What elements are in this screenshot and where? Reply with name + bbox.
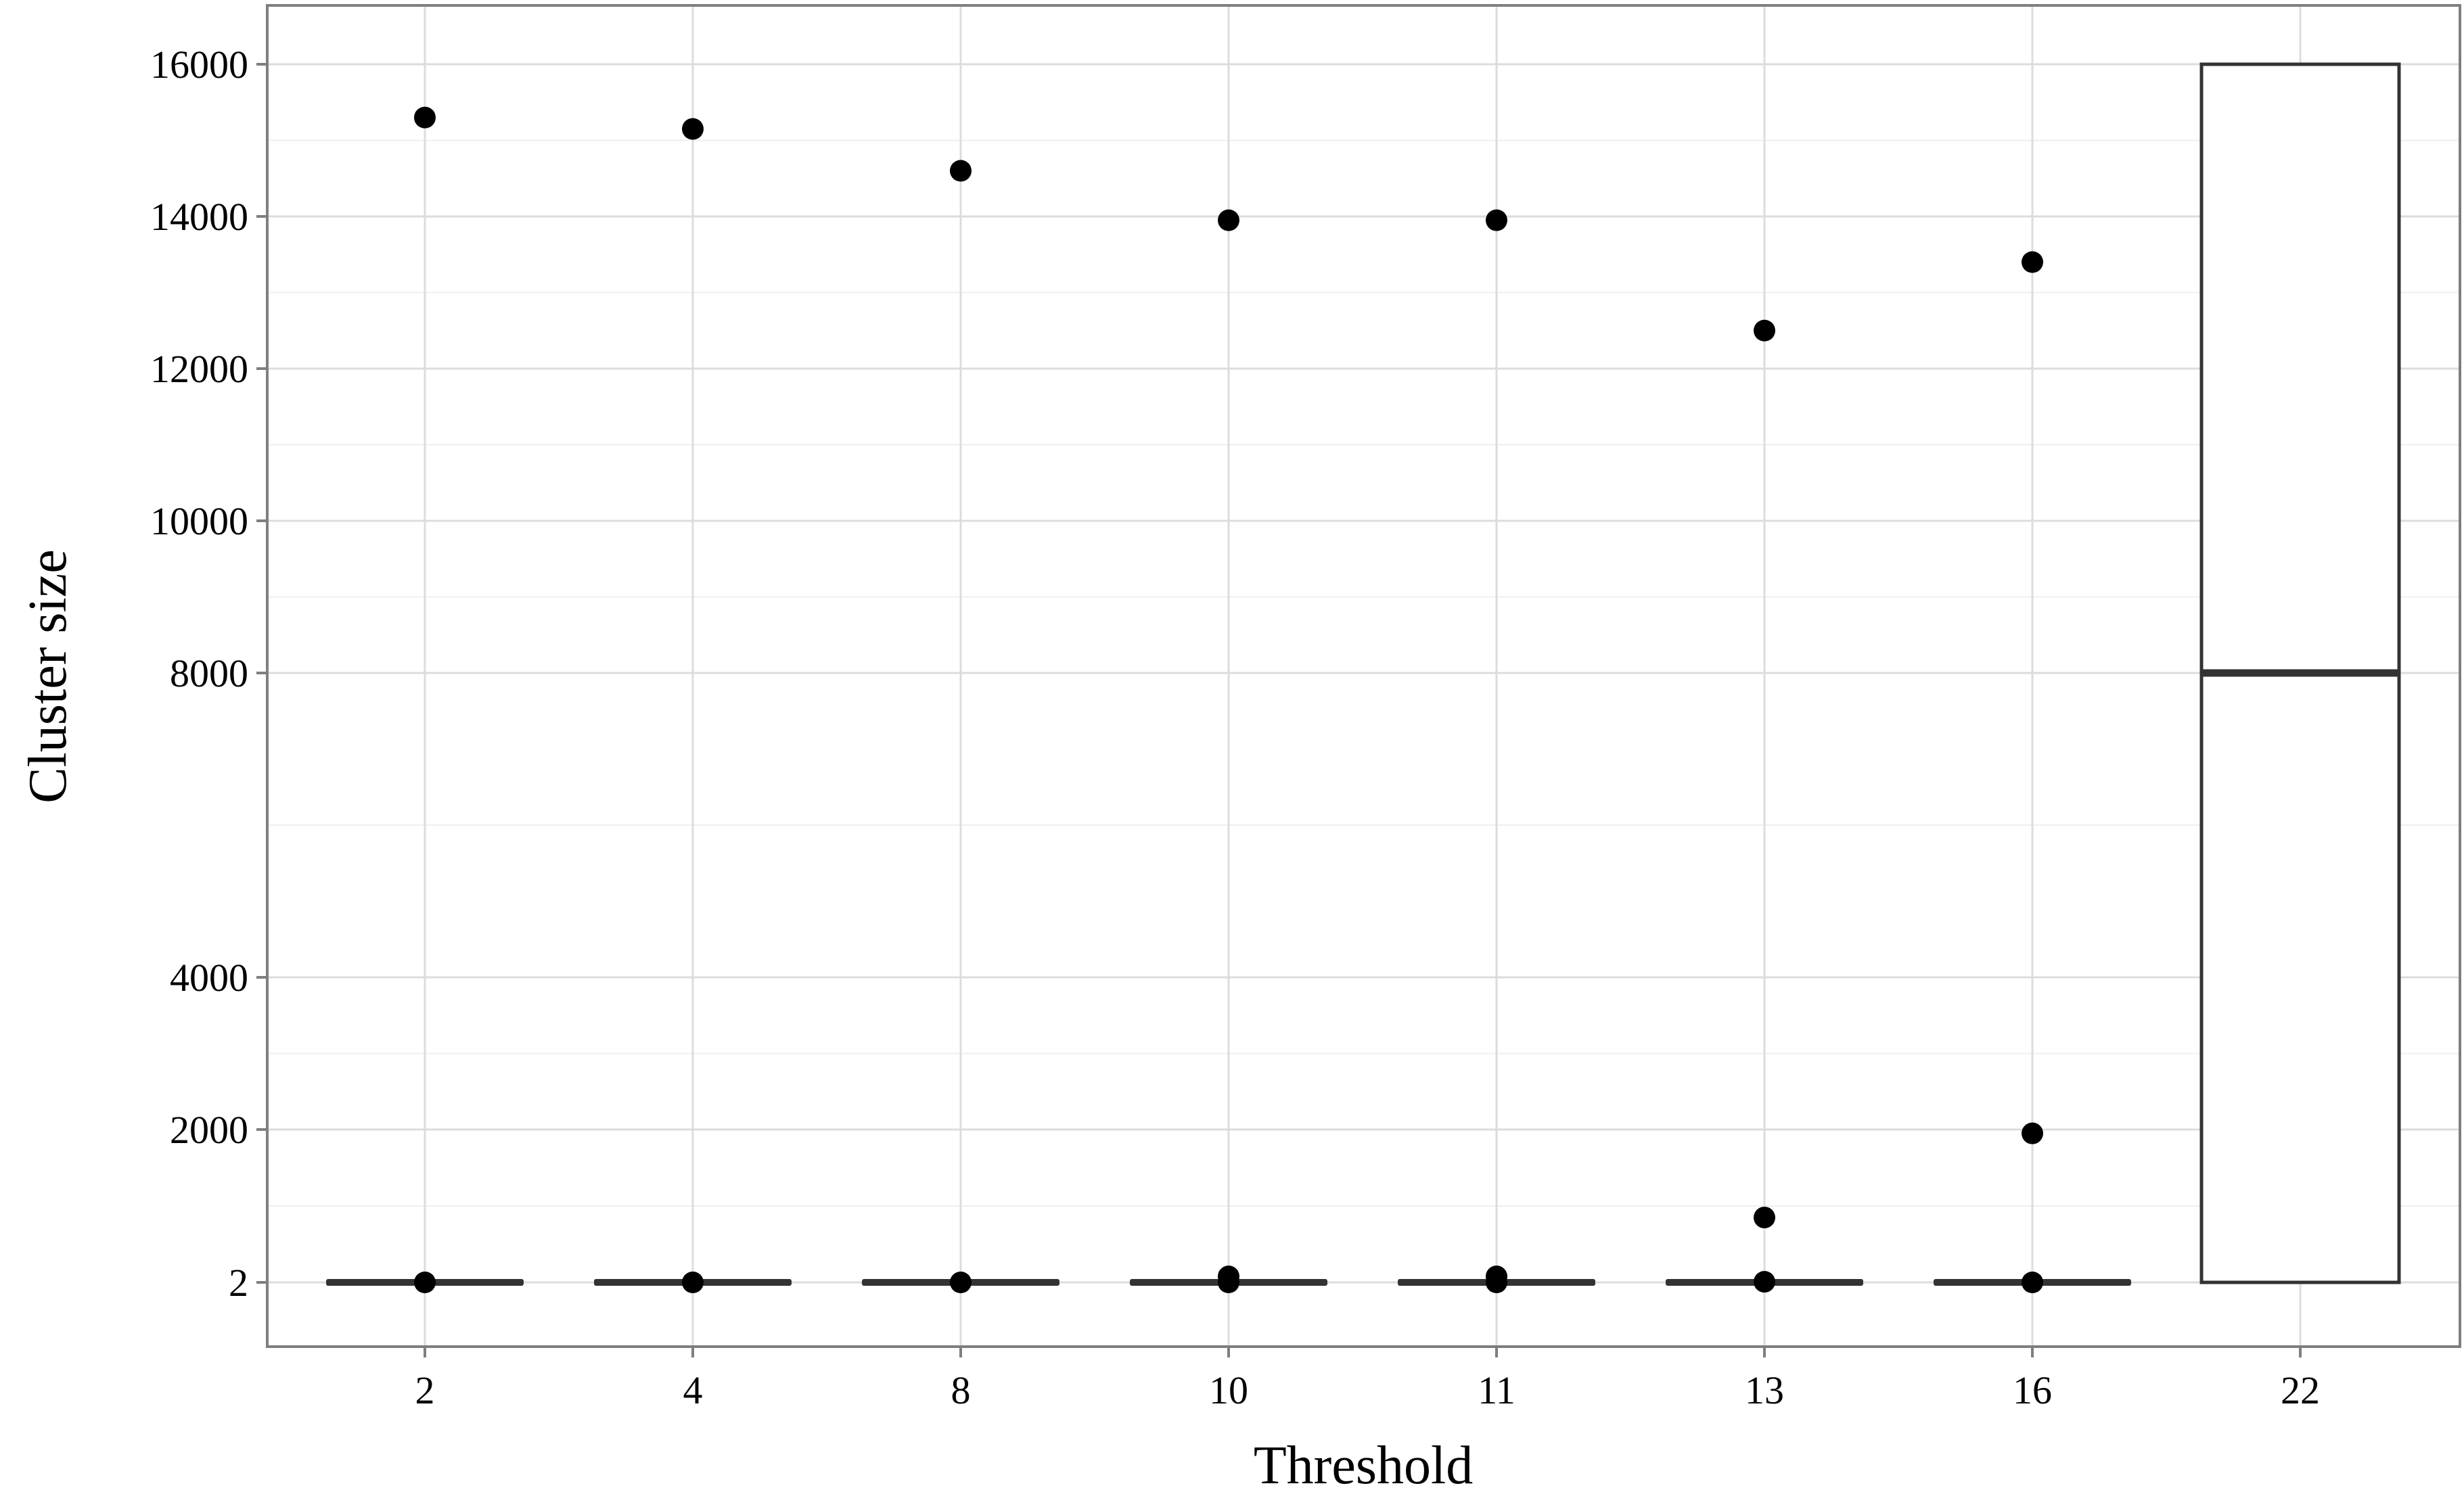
point-13 <box>1754 319 1775 342</box>
y-axis: 2 2000 4000 8000 10000 12000 14000 16000 <box>150 43 267 1305</box>
y-tick-label: 16000 <box>150 43 248 87</box>
point-11 <box>1486 1272 1507 1293</box>
point-13 <box>1754 1207 1775 1229</box>
grid-major <box>267 5 2460 1347</box>
point-13 <box>1754 1271 1775 1293</box>
y-tick-label: 4000 <box>170 956 248 1000</box>
x-tick-label: 16 <box>2013 1368 2052 1412</box>
x-axis: 2 4 8 10 11 13 16 22 <box>415 1347 2320 1412</box>
point-4 <box>682 1272 704 1293</box>
point-10 <box>1218 1272 1239 1293</box>
x-tick-label: 22 <box>2281 1368 2320 1412</box>
grid-minor <box>267 139 2460 1207</box>
y-axis-title: Cluster size <box>18 549 78 803</box>
x-tick-label: 13 <box>1745 1368 1784 1412</box>
y-tick-label: 12000 <box>150 347 248 391</box>
point-2 <box>414 1272 436 1293</box>
point-8 <box>950 160 972 182</box>
y-tick-label: 2000 <box>170 1108 248 1152</box>
x-tick-label: 4 <box>683 1368 703 1412</box>
point-16 <box>2022 1122 2043 1144</box>
boxes <box>326 62 2401 1286</box>
point-4 <box>682 118 704 140</box>
point-16 <box>2022 1272 2043 1293</box>
point-16 <box>2022 251 2043 273</box>
x-tick-label: 8 <box>951 1368 971 1412</box>
x-axis-title: Threshold <box>1254 1436 1473 1488</box>
point-8 <box>950 1272 972 1293</box>
point-2 <box>414 106 436 129</box>
y-tick-label: 10000 <box>150 499 248 543</box>
x-tick-label: 2 <box>415 1368 435 1412</box>
point-11 <box>1486 209 1507 231</box>
x-tick-label: 11 <box>1478 1368 1515 1412</box>
y-tick-label: 14000 <box>150 195 248 239</box>
plot-panel-border <box>266 4 2461 1348</box>
y-tick-label: 8000 <box>170 651 248 695</box>
x-tick-label: 10 <box>1209 1368 1248 1412</box>
point-10 <box>1218 209 1239 231</box>
y-tick-label: 2 <box>229 1261 248 1305</box>
outlier-points <box>414 106 2043 1293</box>
